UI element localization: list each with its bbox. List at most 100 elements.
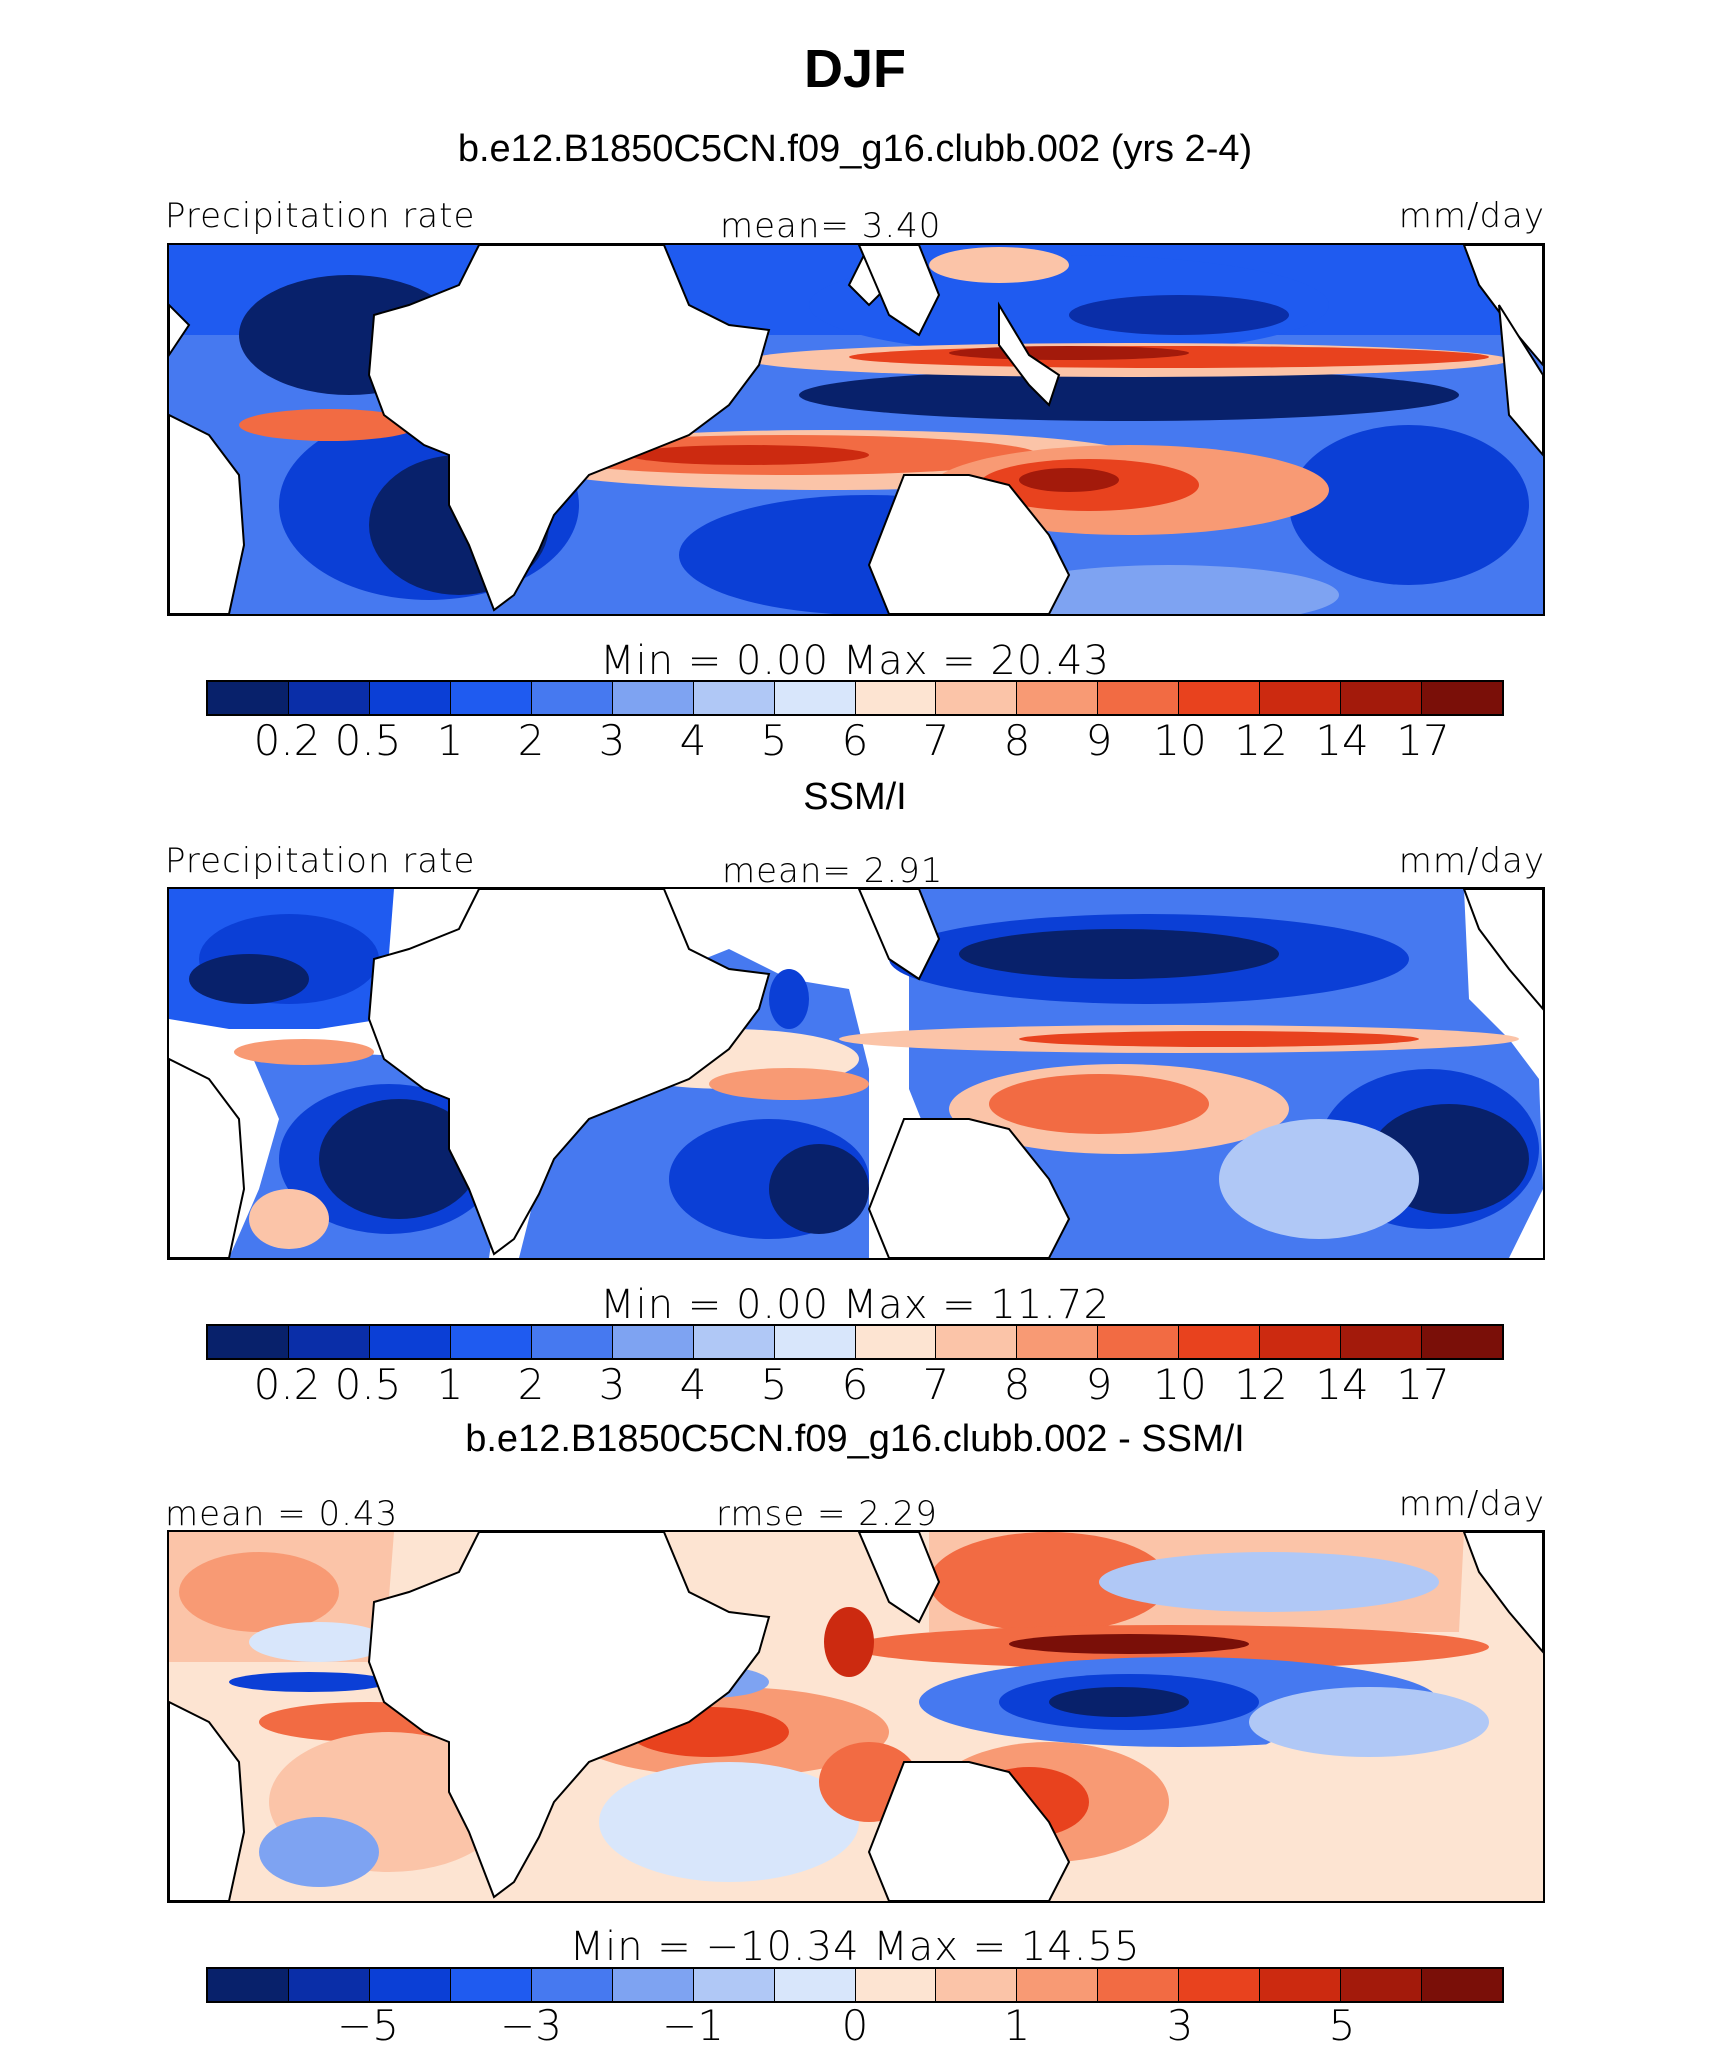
panel-model-variable-label: Precipitation rate bbox=[165, 196, 476, 236]
panel-obs-colorbar-swatch bbox=[1098, 1326, 1180, 1358]
colorbar-tick: 0 bbox=[841, 2001, 869, 2050]
panel-diff-colorbar-swatch bbox=[774, 1969, 856, 2001]
panel-obs-variable-label: Precipitation rate bbox=[165, 841, 476, 881]
panel-diff-colorbar-swatch bbox=[1017, 1969, 1099, 2001]
panel-obs-colorbar-swatch bbox=[612, 1326, 694, 1358]
colorbar-tick: 14 bbox=[1315, 1360, 1369, 1409]
panel-obs-colorbar-swatch bbox=[774, 1326, 856, 1358]
panel-diff-colorbar-swatch bbox=[531, 1969, 613, 2001]
colorbar-tick: 5 bbox=[760, 716, 788, 765]
panel-obs-map bbox=[167, 887, 1545, 1260]
colorbar-tick: 2 bbox=[517, 716, 545, 765]
panel-diff-colorbar-swatch bbox=[450, 1969, 532, 2001]
panel-model-field bbox=[169, 245, 1543, 614]
colorbar-tick: 0.2 bbox=[253, 1360, 321, 1409]
panel-model-colorbar-swatch bbox=[369, 682, 451, 714]
colorbar-tick: 3 bbox=[598, 1360, 626, 1409]
colorbar-tick: −3 bbox=[500, 2001, 562, 2050]
colorbar-tick: 9 bbox=[1085, 1360, 1113, 1409]
colorbar-tick: 12 bbox=[1234, 716, 1288, 765]
panel-obs-colorbar-swatch bbox=[450, 1326, 532, 1358]
figure-title: DJF bbox=[803, 39, 906, 99]
panel-model-colorbar-swatch bbox=[450, 682, 532, 714]
panel-model-colorbar-swatch bbox=[208, 682, 289, 714]
colorbar-tick: 10 bbox=[1153, 1360, 1207, 1409]
panel-model-colorbar-swatch bbox=[288, 682, 370, 714]
colorbar-tick: 8 bbox=[1003, 1360, 1031, 1409]
panel-obs-colorbar bbox=[206, 1324, 1504, 1360]
panel-obs-colorbar-swatch bbox=[855, 1326, 937, 1358]
colorbar-tick: −1 bbox=[662, 2001, 724, 2050]
panel-obs-colorbar-swatch bbox=[1341, 1326, 1423, 1358]
panel-model-map bbox=[167, 243, 1545, 616]
panel-obs-colorbar-swatch bbox=[208, 1326, 289, 1358]
panel-obs-colorbar-swatch bbox=[288, 1326, 370, 1358]
colorbar-tick: 4 bbox=[679, 1360, 707, 1409]
colorbar-tick: 1 bbox=[436, 1360, 464, 1409]
colorbar-tick: 1 bbox=[436, 716, 464, 765]
panel-obs-colorbar-swatch bbox=[1422, 1326, 1502, 1358]
panel-model-colorbar-swatch bbox=[612, 682, 694, 714]
panel-obs-colorbar-ticks: 0.2 0.5 1 2 3 4 5 6 7 8 9 10 12 14 17 bbox=[0, 1360, 1710, 1410]
panel-obs-colorbar-swatch bbox=[1179, 1326, 1261, 1358]
panel-model-colorbar-swatch bbox=[1260, 682, 1342, 714]
panel-obs-colorbar-swatch bbox=[936, 1326, 1018, 1358]
colorbar-tick: 14 bbox=[1315, 716, 1369, 765]
panel-diff-colorbar-swatch bbox=[208, 1969, 289, 2001]
panel-diff-map bbox=[167, 1530, 1545, 1903]
panel-diff-colorbar bbox=[206, 1967, 1504, 2003]
panel-model-colorbar-swatch bbox=[855, 682, 937, 714]
panel-diff-colorbar-swatch bbox=[369, 1969, 451, 2001]
panel-diff-mean-label: mean = 0.43 bbox=[165, 1494, 399, 1534]
panel-model-colorbar-ticks: 0.2 0.5 1 2 3 4 5 6 7 8 9 10 12 14 17 bbox=[0, 716, 1710, 766]
panel-obs-colorbar-swatch bbox=[693, 1326, 775, 1358]
colorbar-tick: 0.2 bbox=[253, 716, 321, 765]
panel-diff-colorbar-swatch bbox=[1341, 1969, 1423, 2001]
panel-obs-units-label: mm/day bbox=[1398, 841, 1545, 881]
colorbar-tick: 10 bbox=[1153, 716, 1207, 765]
panel-diff-colorbar-swatch bbox=[1260, 1969, 1342, 2001]
colorbar-tick: 5 bbox=[1328, 2001, 1356, 2050]
panel-diff-colorbar-swatch bbox=[288, 1969, 370, 2001]
colorbar-tick: 0.5 bbox=[334, 716, 402, 765]
colorbar-tick: 5 bbox=[760, 1360, 788, 1409]
panel-obs-colorbar-swatch bbox=[369, 1326, 451, 1358]
panel-model-title: b.e12.B1850C5CN.f09_g16.clubb.002 (yrs 2… bbox=[457, 128, 1253, 170]
colorbar-tick: 2 bbox=[517, 1360, 545, 1409]
panel-diff-colorbar-swatch bbox=[1179, 1969, 1261, 2001]
panel-diff-units-label: mm/day bbox=[1398, 1484, 1545, 1524]
panel-model-colorbar bbox=[206, 680, 1504, 716]
panel-model-minmax: Min = 0.00 Max = 20.43 bbox=[600, 638, 1110, 684]
colorbar-tick: 6 bbox=[841, 716, 869, 765]
colorbar-tick: 4 bbox=[679, 716, 707, 765]
panel-diff-title: b.e12.B1850C5CN.f09_g16.clubb.002 - SSM/… bbox=[465, 1418, 1245, 1460]
colorbar-tick: 3 bbox=[598, 716, 626, 765]
panel-diff-colorbar-swatch bbox=[693, 1969, 775, 2001]
colorbar-tick: 6 bbox=[841, 1360, 869, 1409]
panel-model-mean-label: mean= 3.40 bbox=[720, 206, 942, 246]
panel-model-colorbar-swatch bbox=[693, 682, 775, 714]
colorbar-tick: 1 bbox=[1003, 2001, 1031, 2050]
panel-diff-colorbar-swatch bbox=[1098, 1969, 1180, 2001]
colorbar-tick: 17 bbox=[1396, 716, 1450, 765]
colorbar-tick: 8 bbox=[1003, 716, 1031, 765]
colorbar-tick: 0.5 bbox=[334, 1360, 402, 1409]
panel-model-colorbar-swatch bbox=[774, 682, 856, 714]
panel-diff-rmse-label: rmse = 2.29 bbox=[716, 1494, 938, 1534]
panel-model-colorbar-swatch bbox=[1098, 682, 1180, 714]
panel-model-colorbar-swatch bbox=[1017, 682, 1099, 714]
panel-obs-colorbar-swatch bbox=[531, 1326, 613, 1358]
panel-obs-colorbar-swatch bbox=[1017, 1326, 1099, 1358]
panel-model-colorbar-swatch bbox=[1179, 682, 1261, 714]
colorbar-tick: 12 bbox=[1234, 1360, 1288, 1409]
colorbar-tick: 17 bbox=[1396, 1360, 1450, 1409]
panel-obs-field bbox=[169, 889, 1543, 1258]
panel-model-units-label: mm/day bbox=[1398, 196, 1545, 236]
panel-diff-colorbar-swatch bbox=[855, 1969, 937, 2001]
panel-obs-minmax: Min = 0.00 Max = 11.72 bbox=[600, 1282, 1110, 1328]
panel-diff-minmax: Min = −10.34 Max = 14.55 bbox=[569, 1924, 1141, 1970]
panel-model-colorbar-swatch bbox=[1341, 682, 1423, 714]
panel-diff-colorbar-swatch bbox=[612, 1969, 694, 2001]
panel-obs-mean-label: mean= 2.91 bbox=[722, 851, 944, 891]
colorbar-tick: −5 bbox=[337, 2001, 399, 2050]
